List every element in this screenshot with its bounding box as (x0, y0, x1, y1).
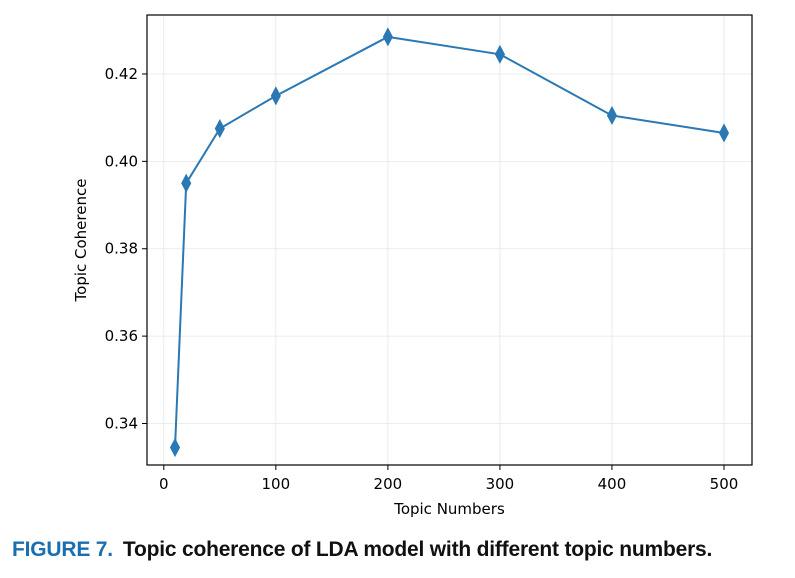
x-axis-label: Topic Numbers (393, 500, 505, 518)
data-point-marker (494, 44, 505, 64)
data-point-marker (718, 123, 730, 143)
series-line (174, 35, 725, 448)
y-tick-label: 0.34 (105, 414, 138, 432)
data-point-marker (214, 119, 225, 139)
grid-lines (147, 15, 752, 465)
figure-caption: FIGURE 7. Topic coherence of LDA model wi… (12, 538, 792, 562)
y-tick-label: 0.40 (105, 152, 138, 170)
x-tick-label: 100 (262, 475, 291, 493)
series-layer (169, 27, 730, 458)
data-point-marker (270, 86, 281, 106)
y-axis-label: Topic Coherence (72, 179, 90, 303)
x-tick-label: 0 (159, 475, 169, 493)
figure-number: FIGURE 7. (12, 538, 113, 561)
x-tick-label: 200 (374, 475, 403, 493)
y-tick-label: 0.36 (105, 327, 138, 345)
line-chart: 0 100 200 300 400 500 0.34 0.36 0.38 0.40 0.42 Top… (72, 14, 753, 518)
data-point-marker (382, 27, 393, 47)
tick-layer: 0 100 200 300 400 500 0.34 0.36 0.38 0.40 0.42 (105, 65, 739, 493)
data-point-marker (169, 437, 181, 458)
data-point-marker (181, 173, 192, 193)
x-tick-label: 500 (710, 475, 739, 493)
x-tick-label: 300 (486, 475, 515, 493)
data-point-marker (606, 105, 618, 126)
caption-text: Topic coherence of LDA model with differ… (122, 538, 713, 561)
x-tick-label: 400 (598, 475, 627, 493)
y-tick-label: 0.38 (105, 240, 138, 258)
y-tick-label: 0.42 (105, 65, 138, 83)
plot-frame (146, 14, 753, 466)
